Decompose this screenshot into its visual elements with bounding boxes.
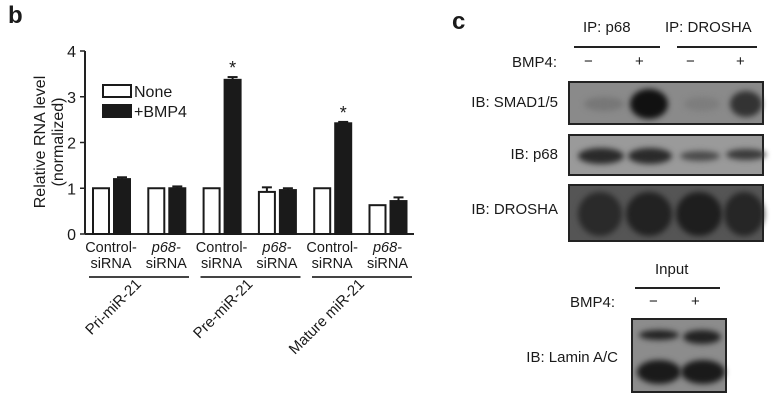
- input-bmp4-label: BMP4:: [569, 294, 615, 311]
- legend-label: +BMP4: [134, 104, 187, 121]
- lane-sign: −: [584, 53, 593, 70]
- bar-none: [257, 190, 276, 236]
- row-label-drosha: IB: DROSHA: [471, 201, 558, 218]
- bar-bmp4: [113, 178, 131, 236]
- row-label-p68: IB: p68: [510, 146, 558, 163]
- blot-smad: [568, 81, 764, 125]
- lane-sign: −: [686, 53, 695, 70]
- group-label: Pri-miR-21: [82, 276, 145, 339]
- y-tick-label: 1: [67, 181, 76, 198]
- bmp4-label: BMP4:: [511, 54, 557, 71]
- row-label-smad: IB: SMAD1/5: [471, 94, 558, 111]
- blot-lamin: [631, 318, 727, 393]
- ip-p68-header: IP: p68: [583, 19, 631, 36]
- y-tick-label: 4: [67, 44, 76, 61]
- category-label: siRNA: [201, 256, 242, 272]
- legend-label: None: [134, 84, 172, 101]
- row-label-lamin: IB: Lamin A/C: [526, 349, 618, 366]
- group-label: Mature miR-21: [286, 276, 368, 358]
- category-label: siRNA: [312, 256, 353, 272]
- category-label: siRNA: [256, 256, 297, 272]
- category-label: Control-: [196, 240, 248, 256]
- input-line: [635, 287, 720, 289]
- bar-bmp4: [223, 78, 242, 236]
- y-tick-label: 3: [67, 90, 76, 107]
- ip-drosha-header: IP: DROSHA: [665, 19, 752, 36]
- blot-p68: [568, 134, 766, 176]
- lane-sign: +: [635, 53, 644, 70]
- bar-none: [368, 204, 387, 236]
- panel-b-letter: b: [8, 2, 23, 29]
- category-label: siRNA: [90, 256, 131, 272]
- bar-bmp4: [334, 122, 353, 235]
- input-sign: −: [649, 293, 658, 310]
- category-label: p68-: [372, 240, 402, 256]
- input-header: Input: [655, 261, 689, 278]
- bar-none: [313, 187, 332, 235]
- legend-swatch: [102, 84, 132, 98]
- lane-sign: +: [736, 53, 745, 70]
- ip-drosha-line: [677, 46, 757, 48]
- category-label: siRNA: [146, 256, 187, 272]
- y-tick-label: 0: [67, 227, 76, 244]
- bar-none: [147, 187, 166, 235]
- bar-none: [92, 187, 110, 235]
- bar-bmp4: [278, 189, 297, 235]
- category-label: p68-: [151, 240, 181, 256]
- ip-p68-line: [574, 46, 660, 48]
- panel-c-letter: c: [452, 8, 466, 35]
- bar-chart: 0 1 2 3 4 Relative RNA level (normalized) Contr…: [32, 44, 414, 358]
- significance-star: *: [340, 103, 347, 123]
- category-label: Control-: [306, 240, 358, 256]
- y-axis-label: (normalized): [50, 98, 67, 187]
- significance-star: *: [229, 58, 236, 78]
- bar-none: [202, 187, 221, 235]
- category-label: p68-: [261, 240, 291, 256]
- bar-bmp4: [389, 200, 408, 235]
- legend-swatch: [102, 104, 132, 118]
- blot-drosha: [568, 184, 764, 242]
- input-sign: +: [691, 293, 700, 310]
- category-label: Control-: [85, 240, 137, 256]
- y-tick-label: 2: [67, 136, 76, 153]
- y-axis-label: Relative RNA level: [32, 76, 49, 209]
- category-label: siRNA: [367, 256, 408, 272]
- bar-bmp4: [168, 187, 187, 235]
- group-label: Pre-miR-21: [190, 276, 256, 342]
